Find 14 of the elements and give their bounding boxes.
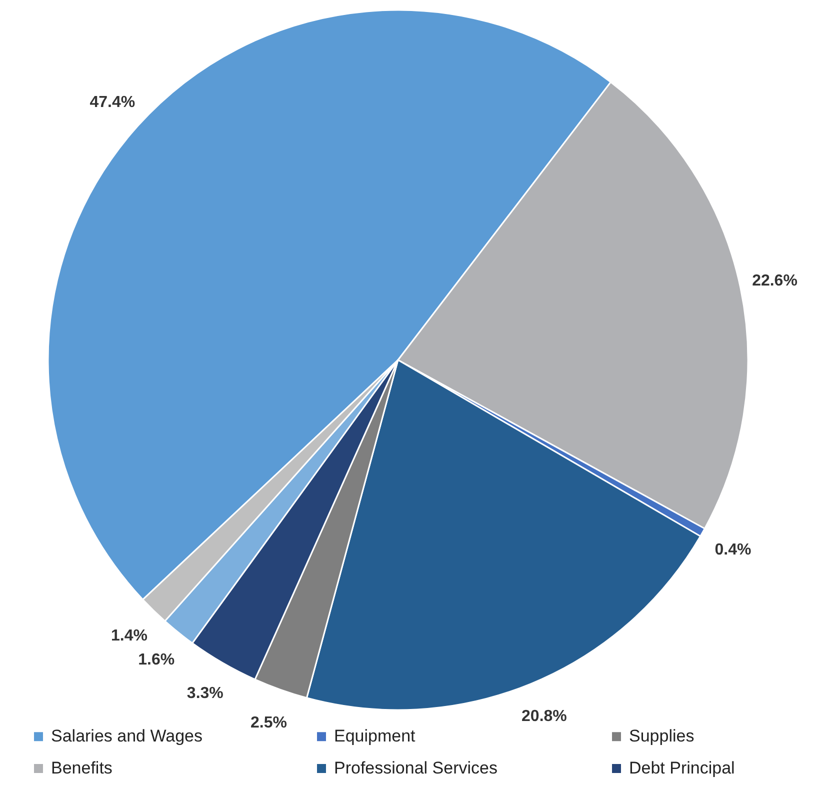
legend-label: Professional Services: [334, 758, 498, 778]
data-label: 3.3%: [186, 685, 224, 702]
legend-label: Supplies: [629, 726, 694, 746]
data-label: 20.8%: [522, 708, 567, 726]
legend-label: Debt Principal: [629, 758, 735, 778]
legend-label: Benefits: [51, 758, 112, 778]
data-label: 1.4%: [110, 628, 148, 645]
legend-label: Equipment: [334, 726, 416, 746]
data-label: 47.4%: [90, 94, 136, 111]
data-label: 2.5%: [250, 714, 287, 732]
data-label: 22.6%: [752, 272, 798, 290]
legend-label: Salaries and Wages: [51, 726, 203, 746]
data-label: 0.4%: [714, 542, 752, 559]
data-label: 1.6%: [138, 652, 175, 669]
